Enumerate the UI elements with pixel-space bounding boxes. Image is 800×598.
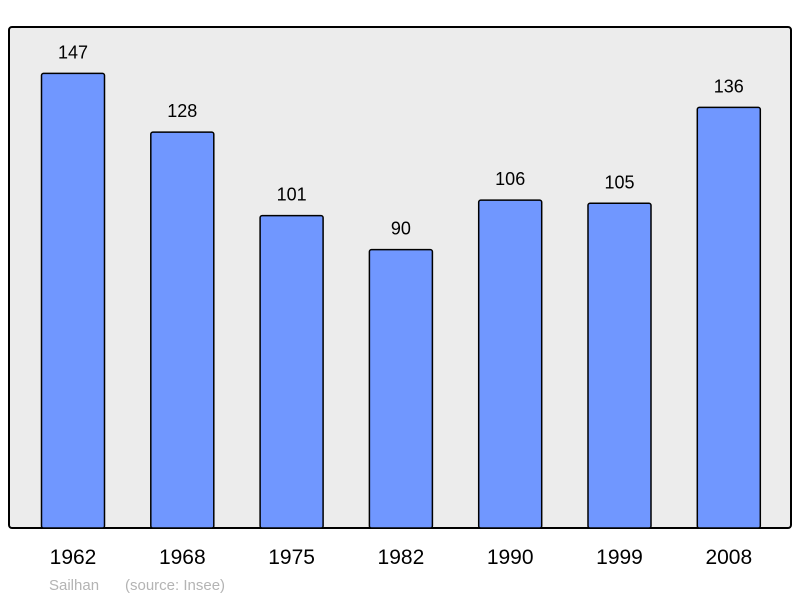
data-label-1962: 147: [58, 42, 88, 62]
x-tick-label-1975: 1975: [268, 546, 315, 569]
x-tick-label-1990: 1990: [487, 546, 534, 569]
footer-source: (source: Insee): [125, 577, 225, 594]
x-tick-label-1962: 1962: [50, 546, 97, 569]
data-label-1999: 105: [604, 172, 634, 192]
data-label-1975: 101: [277, 185, 307, 205]
footer-place: Sailhan: [49, 577, 99, 594]
data-label-1982: 90: [391, 219, 411, 239]
bar-1975: [259, 214, 324, 529]
x-tick-label-1982: 1982: [378, 546, 425, 569]
bar-1962: [40, 72, 106, 529]
data-label-1968: 128: [167, 101, 197, 121]
bar-2008: [696, 106, 762, 529]
data-label-1990: 106: [495, 169, 525, 189]
bar-1968: [150, 131, 215, 529]
x-tick-label-1968: 1968: [159, 546, 206, 569]
bar-1990: [477, 199, 543, 529]
x-tick-label-1999: 1999: [596, 546, 643, 569]
data-label-2008: 136: [714, 76, 744, 96]
x-tick-label-2008: 2008: [705, 546, 752, 569]
bar-1999: [587, 202, 652, 529]
bar-1982: [368, 248, 434, 529]
